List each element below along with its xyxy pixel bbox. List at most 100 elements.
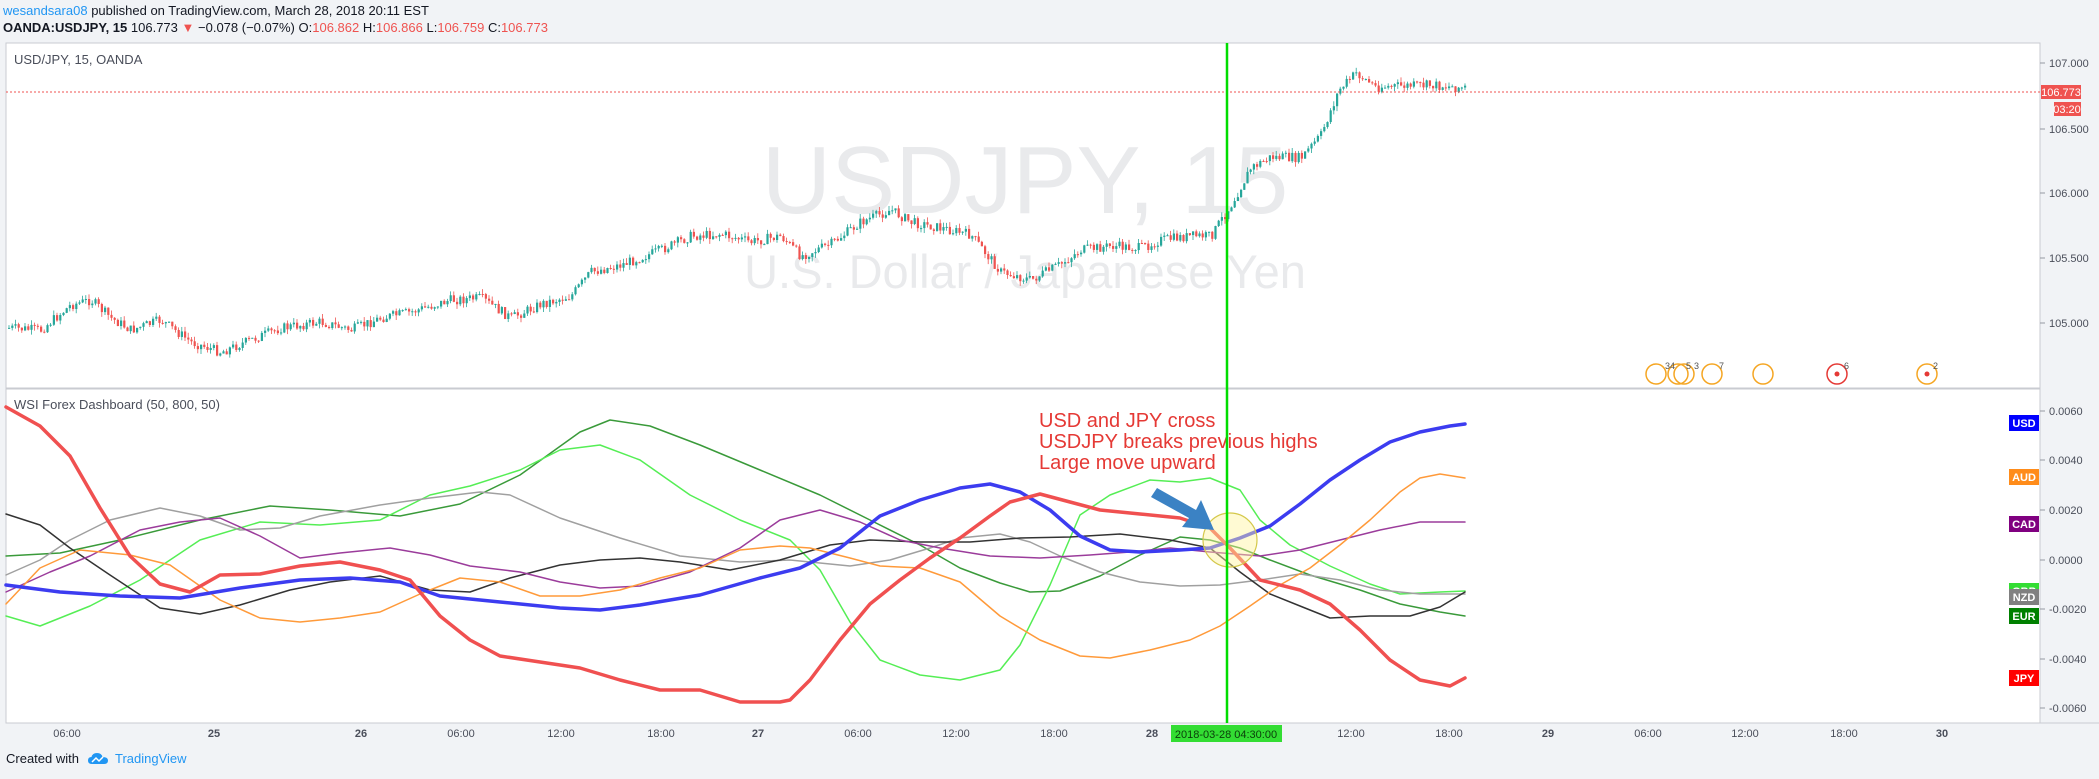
last-price-badge: [2041, 85, 2081, 99]
currency-badge-label: EUR: [2012, 611, 2035, 623]
candlestick-series: [8, 67, 1467, 358]
currency-badge: [2009, 516, 2039, 532]
event-flag-icon[interactable]: [1667, 363, 1689, 385]
time-tick-label: 29: [1542, 728, 1554, 740]
time-tick-label: 12:00: [1731, 728, 1759, 740]
economic-events[interactable]: 34 5 3 7 6 2: [1645, 361, 1938, 385]
price-axis[interactable]: 107.000 106.500 106.000 105.500 105.000: [2040, 58, 2089, 330]
open-label: O:: [298, 20, 313, 35]
currency-badge: [2009, 608, 2039, 624]
down-arrow-icon: ▼: [181, 20, 195, 35]
currency-badge-label: AUD: [2012, 472, 2036, 484]
event-count: 34: [1665, 361, 1675, 371]
event-count: 6: [1844, 361, 1849, 371]
symbol-label: OANDA:USDJPY, 15: [3, 20, 128, 35]
low-label: L:: [426, 20, 438, 35]
time-tick-label: 06:00: [447, 728, 475, 740]
indicator-tick-label: -0.0060: [2049, 703, 2086, 715]
event-flag-icon[interactable]: [1916, 363, 1938, 385]
time-tick-label: 12:00: [1337, 728, 1365, 740]
currency-badge: [2009, 589, 2039, 605]
indicator-tick-label: 0.0020: [2049, 505, 2083, 517]
countdown-badge: [2054, 102, 2081, 116]
watermark-symbol: USDJPY, 15: [762, 127, 1289, 234]
price-pane[interactable]: [5, 42, 2041, 389]
currency-labels: USDAUDCADGBPNZDEURJPY: [2009, 415, 2039, 686]
indicator-legend: WSI Forex Dashboard (50, 800, 50): [14, 397, 220, 412]
annotation-line-3: Large move upward: [1039, 452, 1216, 474]
close-label: C:: [487, 20, 501, 35]
countdown-badge-text: 03:20: [2053, 104, 2081, 116]
indicator-tick-label: 0.0000: [2049, 555, 2083, 567]
event-flag-icon[interactable]: [1673, 363, 1695, 385]
event-count: 3: [1694, 361, 1699, 371]
high-label: H:: [362, 20, 376, 35]
event-flag-icon[interactable]: [1645, 363, 1667, 385]
annotation-line-2: USDJPY breaks previous highs: [1039, 431, 1318, 453]
event-count: 5: [1686, 361, 1691, 371]
watermark-name: U.S. Dollar / Japanese Yen: [744, 245, 1306, 298]
annotation-line-1: USD and JPY cross: [1039, 410, 1215, 432]
cloud-logo-icon: [87, 752, 108, 764]
event-count: 2: [1933, 361, 1938, 371]
open-value: 106.862: [312, 20, 360, 35]
time-tick-label: 26: [355, 728, 367, 740]
event-dot-icon: [1834, 371, 1840, 377]
currency-badge: [2009, 670, 2039, 686]
low-value: 106.759: [437, 20, 485, 35]
time-tick-label: 06:00: [1634, 728, 1662, 740]
price-change: −0.078 (−0.07%): [198, 20, 295, 35]
event-flag-icon[interactable]: [1826, 363, 1848, 385]
currency-badge-label: USD: [2012, 418, 2035, 430]
event-flag-icon[interactable]: [1752, 363, 1774, 385]
time-tick-label: 27: [752, 728, 764, 740]
event-count: 7: [1719, 361, 1724, 371]
price-tick-label: 107.000: [2049, 58, 2089, 70]
currency-badge: [2009, 415, 2039, 431]
event-flag-icon[interactable]: [1701, 363, 1723, 385]
last-price: 106.773: [130, 20, 178, 35]
high-value: 106.866: [375, 20, 423, 35]
time-tick-label: 18:00: [1435, 728, 1463, 740]
publish-info: wesandsara08 published on TradingView.co…: [3, 3, 429, 18]
price-tick-label: 106.000: [2049, 188, 2089, 200]
indicator-tick-label: 0.0060: [2049, 406, 2083, 418]
cross-highlight: [1202, 512, 1258, 568]
time-tick-label: 06:00: [844, 728, 872, 740]
tradingview-brand: TradingView: [114, 751, 187, 766]
price-tick-label: 106.500: [2049, 124, 2089, 136]
published-text: published on TradingView.com, March 28, …: [91, 3, 429, 18]
price-pane-legend: USD/JPY, 15, OANDA: [14, 52, 143, 67]
publisher-link[interactable]: wesandsara08: [3, 3, 88, 18]
indicator-axis[interactable]: 0.0060 0.0040 0.0020 0.0000 -0.0020 -0.0040 -0…: [2040, 406, 2086, 715]
tradingview-link[interactable]: TradingView: [87, 751, 187, 766]
currency-badge-label: CAD: [2012, 519, 2036, 531]
indicator-pane[interactable]: [5, 388, 2041, 724]
indicator-tick-label: -0.0040: [2049, 654, 2086, 666]
indicator-tick-label: 0.0040: [2049, 455, 2083, 467]
price-tick-label: 105.500: [2049, 253, 2089, 265]
time-tick-label: 12:00: [942, 728, 970, 740]
ohlc-bar: OANDA:USDJPY, 15 106.773 ▼ −0.078 (−0.07…: [3, 20, 548, 35]
currency-badge-label: JPY: [2014, 673, 2035, 685]
time-tick-label: 18:00: [1040, 728, 1068, 740]
indicator-tick-label: -0.0020: [2049, 604, 2086, 616]
currency-badge-label: NZD: [2013, 592, 2036, 604]
time-tick-label: 06:00: [53, 728, 81, 740]
time-axis[interactable]: 06:00 25 26 06:00 12:00 18:00 27 06:00 12:00 18:0…: [53, 728, 1948, 740]
time-tick-label: 30: [1936, 728, 1948, 740]
annotation-arrow-icon: [1151, 488, 1214, 530]
time-tick-label: 12:00: [547, 728, 575, 740]
time-tick-label: 25: [208, 728, 220, 740]
last-price-badge-text: 106.773: [2041, 87, 2081, 99]
time-tick-label: 18:00: [647, 728, 675, 740]
time-tick-label: 18:00: [1830, 728, 1858, 740]
currency-badge: [2009, 469, 2039, 485]
created-with-text: Created with: [6, 751, 79, 766]
price-tick-label: 105.000: [2049, 318, 2089, 330]
time-tick-label: 28: [1146, 728, 1158, 740]
crosshair-time-badge: [1171, 725, 1282, 742]
crosshair-time-text: 2018-03-28 04:30:00: [1175, 729, 1277, 741]
event-dot-icon: [1924, 371, 1930, 377]
